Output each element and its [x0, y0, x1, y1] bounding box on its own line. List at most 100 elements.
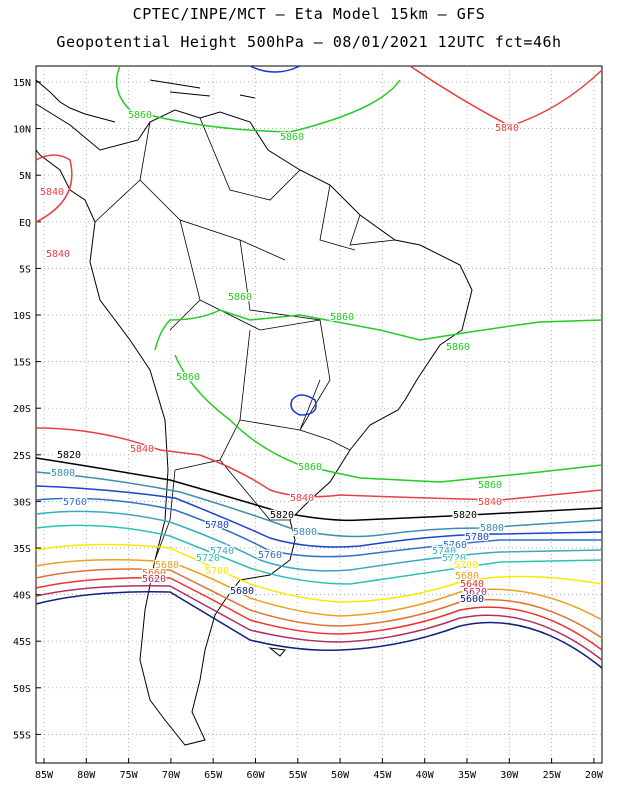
grid-lines	[36, 66, 602, 763]
lat-label: 35S	[13, 544, 31, 555]
lat-label: 20S	[13, 404, 31, 415]
contour-label: 5800	[480, 523, 504, 534]
contour-label: 5860	[280, 132, 304, 143]
contour-label: 5860	[446, 342, 470, 353]
contour-label: 5680	[230, 586, 254, 597]
contour-label: 5840	[46, 249, 70, 260]
axis-ticks	[36, 81, 595, 763]
lon-label: 60W	[246, 770, 265, 781]
contour-5640	[35, 576, 603, 651]
lat-label: 30S	[13, 497, 31, 508]
contour-5760	[35, 497, 602, 558]
contour-label: 5760	[443, 540, 467, 551]
contour-5680	[35, 559, 603, 621]
contour-label: 5720	[196, 553, 220, 564]
country-borders	[94, 117, 396, 561]
contour-label: 5600	[460, 594, 484, 605]
south-america-coast	[35, 103, 473, 746]
contour-label: 5860	[176, 372, 200, 383]
lon-label: 65W	[204, 770, 223, 781]
contour-label: 5760	[63, 497, 87, 508]
lat-label: 5N	[19, 171, 31, 182]
contour-5820	[35, 457, 603, 522]
lon-label: 35W	[458, 770, 477, 781]
contour-label: 5860	[128, 110, 152, 121]
contour-label: 5700	[454, 560, 478, 571]
contour-5840-nw	[35, 154, 73, 223]
lon-label: 20W	[585, 770, 604, 781]
lon-label: 85W	[35, 770, 54, 781]
lat-label: EQ	[19, 218, 31, 229]
contour-label: 5840	[130, 444, 154, 455]
contour-label: 5860	[478, 480, 502, 491]
contour-label: 5760	[258, 550, 282, 561]
lat-label: 15N	[13, 78, 31, 89]
contour-label: 5780	[205, 520, 229, 531]
contour-label: 5620	[142, 574, 166, 585]
contour-label: 5840	[478, 497, 502, 508]
contour-label: 5840	[495, 123, 519, 134]
contour-label: 5720	[442, 553, 466, 564]
contour-5880	[249, 65, 317, 416]
contour-lines	[35, 65, 603, 669]
lon-label: 40W	[416, 770, 435, 781]
contour-label: 5860	[228, 292, 252, 303]
contour-label: 5840	[40, 187, 64, 198]
contour-5780	[35, 485, 603, 548]
contour-label: 5840	[290, 493, 314, 504]
contour-label: 5820	[57, 450, 81, 461]
contour-5740	[35, 510, 603, 572]
longitude-labels: 85W 80W 75W 70W 65W 60W 55W 50W 45W 40W 35W 30W 25W 2…	[35, 770, 604, 781]
lat-label: 45S	[13, 637, 31, 648]
lon-label: 75W	[120, 770, 139, 781]
lon-label: 50W	[331, 770, 350, 781]
contour-label: 5700	[205, 566, 229, 577]
map-title-line1: CPTEC/INPE/MCT – Eta Model 15km – GFS	[132, 5, 486, 23]
lat-label: 50S	[13, 684, 31, 695]
contour-labels: 5860 5860 5840 5840 5840 5860 5860 5860 5860 5820…	[39, 109, 521, 607]
lat-label: 25S	[13, 451, 31, 462]
lat-label: 10S	[13, 311, 31, 322]
contour-label: 5820	[453, 510, 477, 521]
contour-label: 5640	[460, 579, 484, 590]
central-america-coast	[35, 79, 116, 123]
contour-label: 5800	[293, 527, 317, 538]
falkland-islands	[268, 647, 286, 657]
contour-label: 5660	[142, 568, 166, 579]
lon-label: 45W	[373, 770, 392, 781]
contour-5660	[35, 568, 603, 639]
contour-5840-ne	[409, 65, 603, 127]
contour-5620	[35, 584, 603, 661]
contour-5600	[35, 591, 603, 669]
lat-label: 15S	[13, 358, 31, 369]
contour-5840-south	[35, 427, 603, 501]
contour-5700	[35, 543, 603, 603]
lon-label: 30W	[500, 770, 519, 781]
lat-label: 10N	[13, 125, 31, 136]
coastline	[35, 79, 473, 746]
map-frame	[35, 65, 603, 764]
contour-label: 5800	[51, 468, 75, 479]
lat-label: 40S	[13, 591, 31, 602]
contour-label: 5780	[465, 532, 489, 543]
lon-label: 70W	[162, 770, 181, 781]
contour-label: 5740	[432, 546, 456, 557]
contour-label: 5680	[155, 560, 179, 571]
contour-5860-north	[115, 65, 401, 133]
caribbean-islands	[149, 79, 256, 99]
lat-label: 5S	[19, 264, 31, 275]
lat-label: 55S	[13, 730, 31, 741]
contour-label: 5860	[330, 312, 354, 323]
contour-5720	[35, 524, 603, 585]
contour-label: 5820	[270, 510, 294, 521]
contour-label: 5740	[210, 546, 234, 557]
contour-label: 5620	[463, 587, 487, 598]
map-title-line2: Geopotential Height 500hPa – 08/01/2021 …	[56, 33, 562, 51]
contour-5800	[35, 471, 603, 538]
contour-5860-south	[154, 309, 603, 483]
contour-label: 5680	[455, 571, 479, 582]
contour-label: 5860	[298, 462, 322, 473]
lon-label: 80W	[77, 770, 96, 781]
lon-label: 25W	[543, 770, 562, 781]
